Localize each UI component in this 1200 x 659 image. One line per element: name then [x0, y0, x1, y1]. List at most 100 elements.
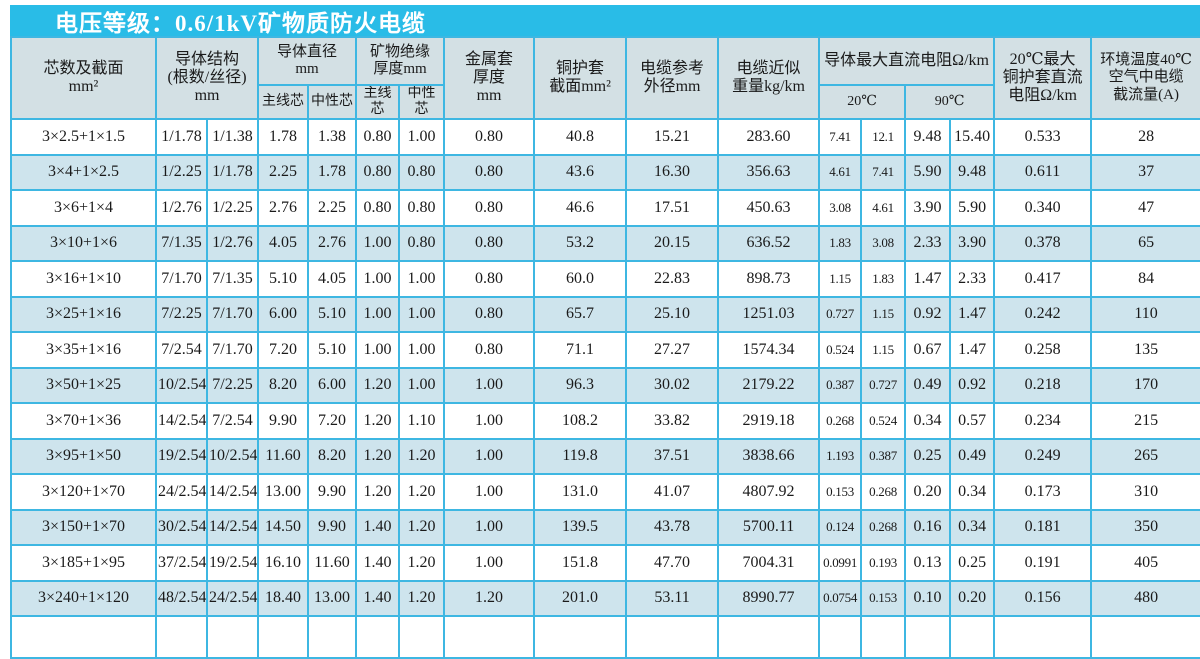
- table-cell: 0.80: [355, 189, 401, 227]
- table-cell: 5700.11: [717, 508, 821, 547]
- table-cell: 5.10: [307, 295, 358, 334]
- header-copper-sheath-section: 铜护套 截面mm²: [533, 35, 628, 121]
- table-cell: 53.2: [533, 224, 628, 263]
- table-cell: 27.27: [625, 331, 720, 369]
- table-cell: 41.07: [625, 473, 720, 511]
- table-cell: 8.20: [307, 437, 358, 476]
- table-cell: 1/1.38: [205, 118, 260, 156]
- table-cell: 30.02: [625, 366, 720, 405]
- table-cell: 11.60: [307, 544, 358, 582]
- table-row: 3×185+1×95 37/2.54 19/2.54 16.10 11.60 1.40 1.…: [10, 544, 1200, 582]
- table-cell: 1/1.78: [205, 153, 260, 192]
- header-conductor-structure: 导体结构 (根数/丝径) mm: [154, 35, 260, 121]
- table-cell: 5.10: [307, 331, 358, 369]
- table-cell: 0.34: [949, 473, 996, 511]
- table-cell: 119.8: [533, 437, 628, 476]
- table-cell: 1.20: [355, 366, 401, 405]
- table-cell: 1.47: [949, 331, 996, 369]
- table-cell: 1/2.25: [155, 153, 208, 192]
- table-cell: 7/2.54: [205, 402, 260, 440]
- table-cell: 0.20: [904, 473, 952, 511]
- cable-spec-table: 芯数及截面 mm² 导体结构 (根数/丝径) mm 导体直径 mm 矿物绝缘 厚…: [10, 35, 1200, 659]
- table-cell: 24/2.54: [205, 579, 260, 618]
- table-cell: 1.00: [398, 118, 446, 156]
- table-cell: 22.83: [625, 260, 720, 298]
- table-cell: 18.40: [257, 579, 310, 618]
- table-cell: 1.78: [307, 153, 358, 192]
- table-cell: [533, 615, 628, 659]
- table-cell: 4.61: [818, 153, 863, 192]
- table-cell: 3.08: [818, 189, 863, 227]
- table-cell: 9.90: [307, 508, 358, 547]
- table-row: 3×120+1×70 24/2.54 14/2.54 13.00 9.90 1.20 1.2…: [10, 473, 1200, 511]
- table-cell: 19/2.54: [155, 437, 208, 476]
- table-cell: 7.41: [818, 118, 863, 156]
- table-cell: 0.10: [904, 579, 952, 618]
- table-cell: 7.20: [257, 331, 310, 369]
- table-cell: 7004.31: [717, 544, 821, 582]
- table-cell: 20.15: [625, 224, 720, 263]
- table-cell: 0.727: [818, 295, 863, 334]
- table-cell: 0.533: [993, 118, 1093, 156]
- table-cell: [355, 615, 401, 659]
- table-cell: 7.20: [307, 402, 358, 440]
- header-diameter-neutral-core: 中性芯: [307, 83, 358, 121]
- table-cell: 0.242: [993, 295, 1093, 334]
- table-cell: 898.73: [717, 260, 821, 298]
- table-cell: 0.20: [949, 579, 996, 618]
- table-row: 3×95+1×50 19/2.54 10/2.54 11.60 8.20 1.20 1.20…: [10, 437, 1200, 476]
- table-cell: 2.25: [257, 153, 310, 192]
- table-cell: 1.47: [949, 295, 996, 334]
- table-cell: 1.47: [904, 260, 952, 298]
- table-row: 3×50+1×25 10/2.54 7/2.25 8.20 6.00 1.20 1.00 1.…: [10, 366, 1200, 405]
- table-cell: 7/2.25: [155, 295, 208, 334]
- table-row: 3×2.5+1×1.5 1/1.78 1/1.38 1.78 1.38 0.80 1.00 0…: [10, 118, 1200, 156]
- table-cell: 0.49: [949, 437, 996, 476]
- table-cell: 65.7: [533, 295, 628, 334]
- table-cell: 3×185+1×95: [10, 544, 157, 582]
- table-cell: 14.50: [257, 508, 310, 547]
- table-cell: 405: [1090, 544, 1200, 582]
- table-cell: 2.76: [307, 224, 358, 263]
- table-cell: 1.00: [355, 260, 401, 298]
- table-body: 3×2.5+1×1.5 1/1.78 1/1.38 1.78 1.38 0.80 1.00 0…: [10, 118, 1200, 659]
- table-cell: 283.60: [717, 118, 821, 156]
- table-cell: 1.20: [355, 437, 401, 476]
- table-cell: 3×2.5+1×1.5: [10, 118, 157, 156]
- table-cell: 131.0: [533, 473, 628, 511]
- table-cell: 108.2: [533, 402, 628, 440]
- table-cell: 0.153: [818, 473, 863, 511]
- table-cell: [860, 615, 907, 659]
- table-cell: 0.191: [993, 544, 1093, 582]
- table-cell: 4.05: [307, 260, 358, 298]
- table-cell: 0.80: [443, 118, 536, 156]
- table-cell: 1.20: [355, 402, 401, 440]
- table-cell: 1.00: [443, 473, 536, 511]
- table-cell: 0.16: [904, 508, 952, 547]
- table-cell: 25.10: [625, 295, 720, 334]
- header-diameter-main-core: 主线芯: [257, 83, 310, 121]
- table-cell: 4.05: [257, 224, 310, 263]
- table-cell: 37.51: [625, 437, 720, 476]
- table-cell: 3×70+1×36: [10, 402, 157, 440]
- table-cell: 3×240+1×120: [10, 579, 157, 618]
- table-cell: 3.90: [904, 189, 952, 227]
- table-row: 3×4+1×2.5 1/2.25 1/1.78 2.25 1.78 0.80 0.80 0.8…: [10, 153, 1200, 192]
- table-cell: 10/2.54: [155, 366, 208, 405]
- table-cell: 3×10+1×6: [10, 224, 157, 263]
- table-cell: 8990.77: [717, 579, 821, 618]
- table-cell: 2919.18: [717, 402, 821, 440]
- table-cell: 215: [1090, 402, 1200, 440]
- table-cell: 2179.22: [717, 366, 821, 405]
- header-max-dc-resistance: 导体最大直流电阻Ω/km: [818, 36, 996, 86]
- table-cell: 43.6: [533, 153, 628, 192]
- table-cell: 0.524: [818, 331, 863, 369]
- table-cell: 1.20: [398, 544, 446, 582]
- table-cell: 1.38: [307, 118, 358, 156]
- table-cell: 0.0754: [818, 579, 863, 618]
- table-cell: 9.90: [307, 473, 358, 511]
- table-cell: 0.258: [993, 331, 1093, 369]
- table-cell: 201.0: [533, 579, 628, 618]
- table-cell: 1.20: [398, 508, 446, 547]
- table-cell: 3×120+1×70: [10, 473, 157, 511]
